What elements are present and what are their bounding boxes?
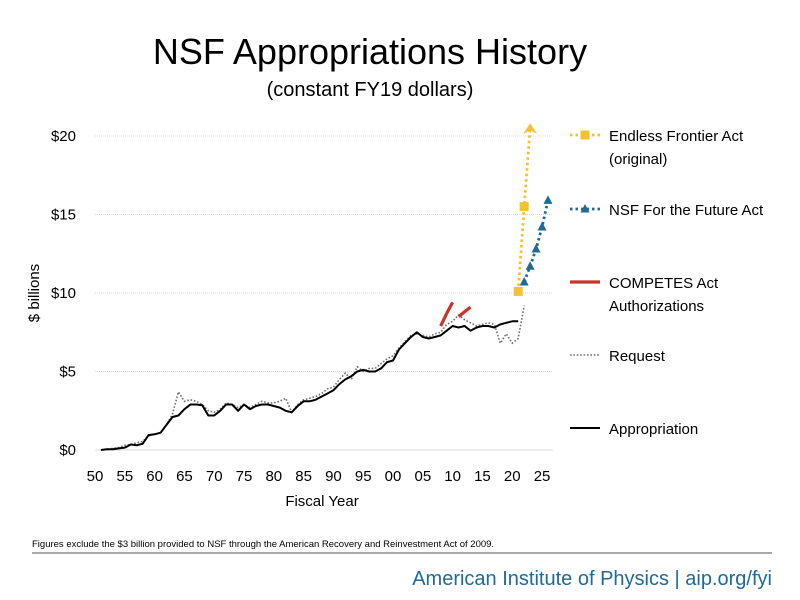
x-axis-label: Fiscal Year [285,493,358,510]
endless-point [519,202,529,212]
endless-arrowhead [523,123,538,135]
future-point [537,222,547,231]
x-tick-label: 20 [504,468,521,485]
x-tick-label: 15 [474,468,491,485]
future-point [519,277,529,286]
x-tick-label: 65 [176,468,193,485]
future-point [525,261,535,270]
legend-label: NSF For the Future Act [609,202,764,219]
series-layer [100,123,553,451]
chart-title: NSF Appropriations History [153,31,587,72]
y-tick-label: $10 [51,285,76,302]
y-tick-label: $5 [59,364,76,381]
legend-label: Endless Frontier Act [609,128,744,145]
footnote: Figures exclude the $3 billion provided … [32,539,494,550]
x-tick-label: 85 [295,468,312,485]
x-tick-label: 55 [116,468,133,485]
x-tick-label: 90 [325,468,342,485]
future-point [543,195,553,204]
legend-label: Authorizations [609,298,704,315]
future-point [531,244,541,253]
request-line [100,305,525,451]
grid-lines [95,135,553,372]
x-tick-label: 05 [414,468,431,485]
legend: Endless Frontier Act (original) NSF For th… [570,128,764,438]
legend-item-endless: Endless Frontier Act (original) [570,128,744,168]
y-tick-label: $0 [59,442,76,459]
x-tick-label: 25 [534,468,551,485]
y-axis-label: $ billions [26,264,43,322]
chart-subtitle: (constant FY19 dollars) [267,79,474,101]
appropriation-line [100,320,519,451]
legend-item-appropriation: Appropriation [570,421,698,438]
y-tick-label: $15 [51,207,76,224]
x-tick-label: 60 [146,468,163,485]
x-tick-label: 70 [206,468,223,485]
y-tick-label: $20 [51,128,76,145]
legend-item-future: NSF For the Future Act [570,202,764,219]
competes-segment [457,305,472,318]
x-axis-ticks: 50 55 60 65 70 75 80 85 90 95 00 05 10 15 20 25 [87,468,551,485]
brand-footer: American Institute of Physics | aip.org/… [412,568,772,590]
x-tick-label: 95 [355,468,372,485]
legend-marker-endless [580,130,590,140]
x-tick-label: 80 [265,468,282,485]
legend-label: Appropriation [609,421,698,438]
legend-item-request: Request [570,348,666,365]
x-tick-label: 00 [385,468,402,485]
endless-point [513,286,523,296]
x-tick-label: 50 [87,468,104,485]
x-tick-label: 10 [444,468,461,485]
legend-item-competes: COMPETES Act Authorizations [570,275,719,315]
y-axis-ticks: $0 $5 $10 $15 $20 [51,128,76,459]
legend-marker-future [580,204,590,213]
x-tick-label: 75 [236,468,253,485]
competes-segment [439,301,455,327]
legend-label: Request [609,348,666,365]
legend-label: COMPETES Act [609,275,719,292]
legend-label: (original) [609,151,667,168]
